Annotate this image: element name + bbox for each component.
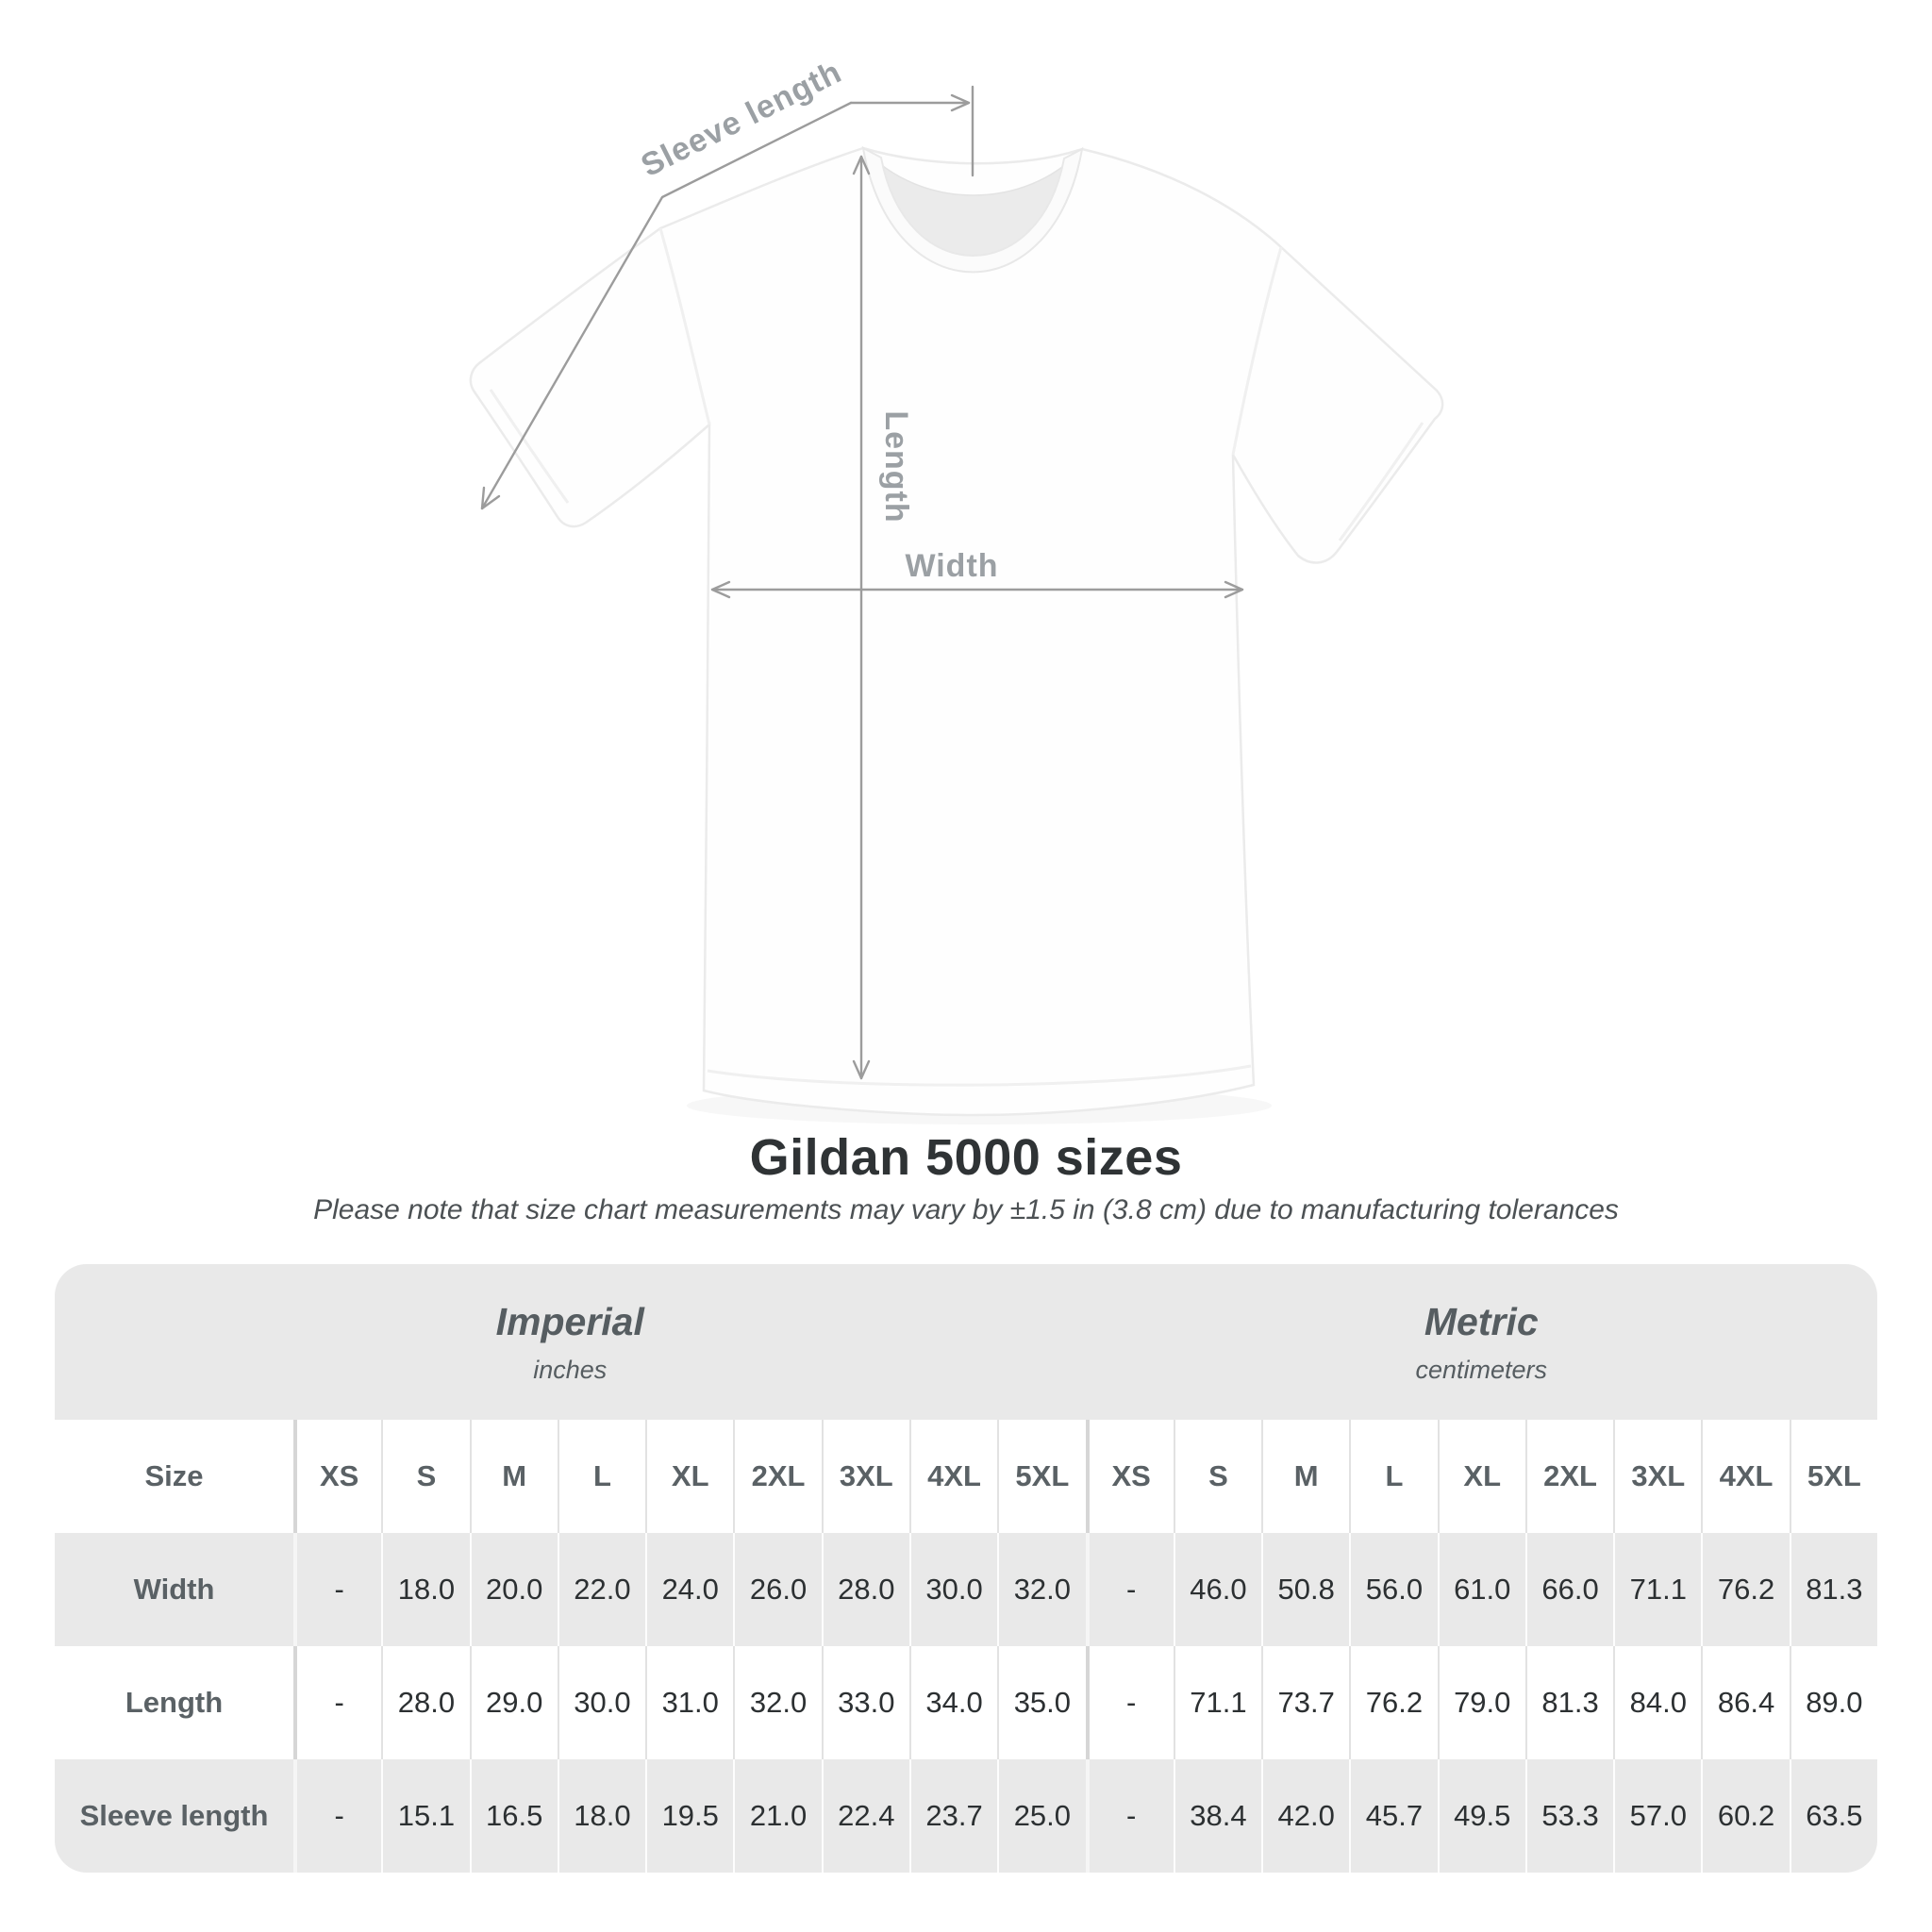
cell-width-imperial-s: 18.0 [381, 1533, 470, 1646]
size-header-imperial-4xl: 4XL [908, 1420, 997, 1533]
cell-width-imperial-xl: 24.0 [645, 1533, 734, 1646]
cell-sleeve-length-imperial-s: 15.1 [381, 1759, 470, 1873]
cell-length-imperial-l: 30.0 [557, 1646, 645, 1759]
size-header-imperial-s: S [381, 1420, 469, 1533]
cell-width-metric-3xl: 71.1 [1613, 1533, 1702, 1646]
cell-length-imperial-5xl: 35.0 [997, 1646, 1085, 1759]
cell-length-imperial-m: 29.0 [469, 1646, 558, 1759]
cell-width-metric-2xl: 66.0 [1524, 1533, 1614, 1646]
cell-width-metric-s: 46.0 [1173, 1533, 1262, 1646]
page-title: Gildan 5000 sizes [749, 1129, 1183, 1186]
tshirt-measurement-diagram: Sleeve length Length Width [469, 54, 1444, 1117]
tshirt-graphic [469, 145, 1444, 1117]
size-header-imperial-5xl: 5XL [997, 1420, 1085, 1533]
size-header-imperial-xs: XS [293, 1420, 381, 1533]
cell-sleeve-length-metric-l: 45.7 [1349, 1759, 1438, 1873]
cell-length-imperial-xs: - [293, 1646, 381, 1759]
cell-width-imperial-4xl: 30.0 [908, 1533, 998, 1646]
width-label: Width [905, 548, 998, 584]
imperial-sublabel: inches [533, 1355, 608, 1384]
cell-sleeve-length-imperial-4xl: 23.7 [908, 1759, 998, 1873]
size-header-metric-xl: XL [1437, 1420, 1525, 1533]
size-header-imperial-xl: XL [645, 1420, 733, 1533]
metric-sublabel: centimeters [1415, 1355, 1548, 1384]
size-header-metric-m: M [1261, 1420, 1349, 1533]
cell-length-metric-xs: - [1085, 1646, 1174, 1759]
size-header-metric-2xl: 2XL [1524, 1420, 1613, 1533]
row-label-sleeve-length: Sleeve length [55, 1759, 293, 1873]
cell-width-metric-xl: 61.0 [1437, 1533, 1525, 1646]
cell-width-metric-m: 50.8 [1261, 1533, 1350, 1646]
cell-width-metric-4xl: 76.2 [1701, 1533, 1790, 1646]
cell-length-metric-m: 73.7 [1261, 1646, 1349, 1759]
cell-sleeve-length-metric-xs: - [1085, 1759, 1174, 1873]
size-header-metric-xs: XS [1085, 1420, 1174, 1533]
row-label-width: Width [55, 1533, 293, 1646]
size-header-metric-l: L [1349, 1420, 1437, 1533]
cell-sleeve-length-metric-4xl: 60.2 [1701, 1759, 1790, 1873]
cell-sleeve-length-metric-xl: 49.5 [1437, 1759, 1525, 1873]
size-table: Imperial inches Metric centimeters Size … [55, 1264, 1877, 1873]
cell-width-imperial-xs: - [293, 1533, 382, 1646]
cell-width-imperial-l: 22.0 [557, 1533, 646, 1646]
cell-width-imperial-m: 20.0 [469, 1533, 558, 1646]
cell-length-metric-2xl: 81.3 [1524, 1646, 1613, 1759]
size-header-metric-4xl: 4XL [1701, 1420, 1789, 1533]
cell-width-imperial-3xl: 28.0 [821, 1533, 909, 1646]
cell-length-imperial-2xl: 32.0 [733, 1646, 821, 1759]
cell-length-metric-xl: 79.0 [1437, 1646, 1525, 1759]
cell-length-metric-3xl: 84.0 [1613, 1646, 1701, 1759]
size-header-metric-3xl: 3XL [1613, 1420, 1701, 1533]
length-arrow: Length [852, 155, 914, 1080]
cell-length-imperial-xl: 31.0 [645, 1646, 733, 1759]
imperial-section-header: Imperial inches [55, 1264, 1086, 1420]
cell-length-metric-5xl: 89.0 [1789, 1646, 1877, 1759]
cell-sleeve-length-metric-3xl: 57.0 [1613, 1759, 1702, 1873]
cell-sleeve-length-metric-2xl: 53.3 [1524, 1759, 1614, 1873]
cell-sleeve-length-imperial-l: 18.0 [557, 1759, 646, 1873]
size-header-imperial-m: M [469, 1420, 558, 1533]
size-column-header: Size [144, 1459, 204, 1492]
cell-length-metric-4xl: 86.4 [1701, 1646, 1789, 1759]
cell-sleeve-length-metric-s: 38.4 [1173, 1759, 1262, 1873]
size-header-metric-5xl: 5XL [1789, 1420, 1877, 1533]
cell-sleeve-length-metric-5xl: 63.5 [1789, 1759, 1877, 1873]
size-header-metric-s: S [1173, 1420, 1261, 1533]
cell-width-metric-l: 56.0 [1349, 1533, 1438, 1646]
cell-width-metric-xs: - [1085, 1533, 1174, 1646]
cell-length-imperial-3xl: 33.0 [821, 1646, 909, 1759]
cell-sleeve-length-imperial-2xl: 21.0 [733, 1759, 822, 1873]
tolerance-note: Please note that size chart measurements… [313, 1194, 1619, 1225]
cell-sleeve-length-metric-m: 42.0 [1261, 1759, 1350, 1873]
cell-length-imperial-s: 28.0 [381, 1646, 469, 1759]
size-header-imperial-l: L [557, 1420, 645, 1533]
cell-sleeve-length-imperial-xl: 19.5 [645, 1759, 734, 1873]
imperial-label: Imperial [495, 1299, 644, 1343]
cell-width-imperial-5xl: 32.0 [997, 1533, 1086, 1646]
metric-section-header: Metric centimeters [1085, 1264, 1877, 1420]
collar [861, 146, 1084, 274]
cell-sleeve-length-imperial-5xl: 25.0 [997, 1759, 1086, 1873]
cell-sleeve-length-imperial-3xl: 22.4 [821, 1759, 909, 1873]
width-arrow: Width [710, 548, 1244, 599]
cell-sleeve-length-imperial-xs: - [293, 1759, 382, 1873]
cell-length-metric-l: 76.2 [1349, 1646, 1437, 1759]
size-header-imperial-2xl: 2XL [733, 1420, 821, 1533]
length-label: Length [878, 410, 914, 523]
cell-length-metric-s: 71.1 [1173, 1646, 1261, 1759]
row-label-length: Length [125, 1686, 224, 1719]
size-header-imperial-3xl: 3XL [821, 1420, 909, 1533]
cell-sleeve-length-imperial-m: 16.5 [469, 1759, 558, 1873]
metric-label: Metric [1424, 1299, 1539, 1343]
cell-width-imperial-2xl: 26.0 [733, 1533, 822, 1646]
cell-width-metric-5xl: 81.3 [1789, 1533, 1877, 1646]
cell-length-imperial-4xl: 34.0 [908, 1646, 997, 1759]
